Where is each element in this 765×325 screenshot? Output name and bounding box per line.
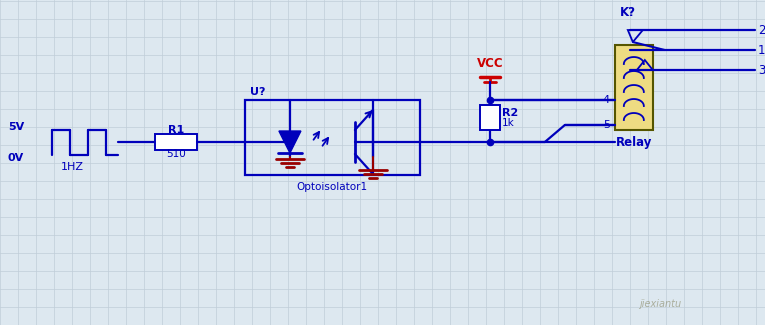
- Text: Optoisolator1: Optoisolator1: [297, 182, 368, 192]
- Text: 1k: 1k: [502, 118, 515, 127]
- Text: R1: R1: [168, 125, 184, 135]
- Bar: [480, 105, 500, 130]
- Polygon shape: [279, 131, 301, 153]
- Text: Relay: Relay: [616, 136, 652, 149]
- Text: 1: 1: [758, 44, 765, 57]
- Text: U?: U?: [250, 87, 265, 97]
- Text: 2: 2: [758, 23, 765, 36]
- Text: 5V: 5V: [8, 122, 24, 132]
- Bar: [245, 100, 420, 175]
- Text: jiexiantu: jiexiantu: [639, 299, 681, 309]
- Text: 3: 3: [758, 63, 765, 76]
- Text: 4: 4: [603, 95, 610, 105]
- Text: 0V: 0V: [8, 153, 24, 163]
- Text: 510: 510: [166, 149, 186, 159]
- Bar: [155, 134, 197, 150]
- Text: R2: R2: [502, 108, 518, 118]
- Text: VCC: VCC: [477, 57, 503, 70]
- Text: 1HZ: 1HZ: [60, 162, 83, 172]
- Bar: [615, 45, 653, 130]
- Text: K?: K?: [620, 6, 636, 19]
- Text: 5: 5: [603, 120, 610, 130]
